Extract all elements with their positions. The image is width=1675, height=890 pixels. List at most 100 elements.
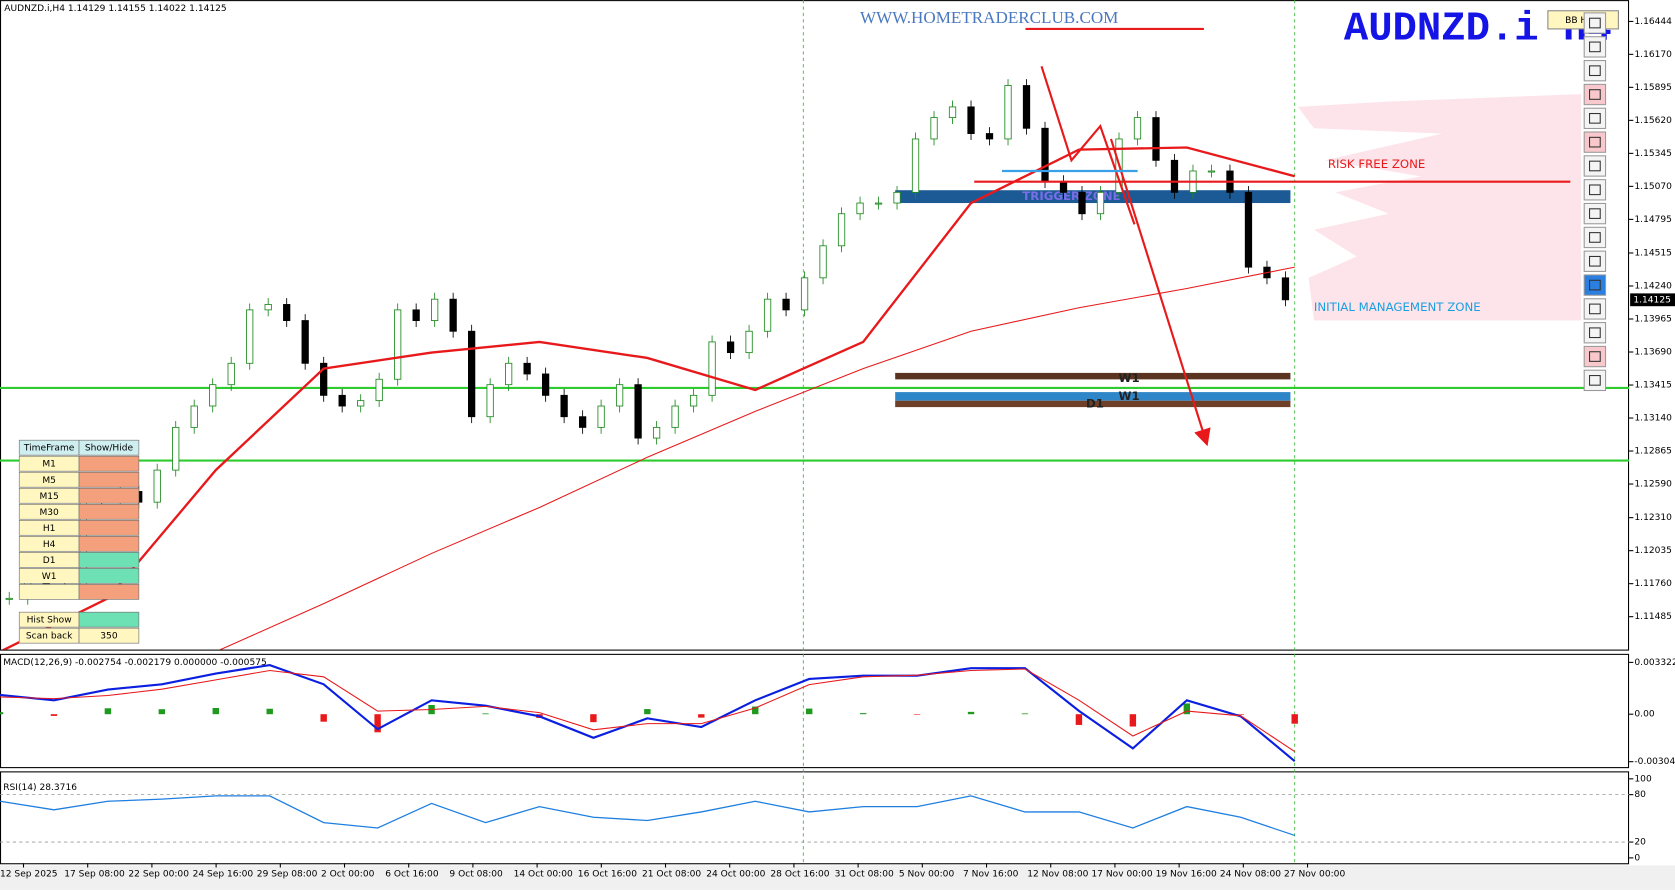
y-tick-label: 1.16444	[1634, 17, 1672, 27]
candle	[1207, 170, 1216, 173]
watermark: WWW.HOMETRADERCLUB.COM	[860, 8, 1118, 27]
tool-icon[interactable]	[1589, 327, 1601, 339]
tool-button[interactable]	[1583, 345, 1607, 368]
panel-text[interactable]: M30	[39, 508, 59, 518]
tool-icon[interactable]	[1589, 232, 1601, 243]
candle	[153, 469, 161, 503]
y-tick-label: 1.15070	[1634, 182, 1672, 192]
tool-icon[interactable]	[1589, 208, 1601, 219]
candle	[246, 309, 254, 364]
panel-text: TimeFrame	[23, 444, 75, 454]
panel-text[interactable]: M15	[39, 492, 58, 502]
tool-icon[interactable]	[1589, 89, 1601, 100]
tool-button[interactable]	[1583, 107, 1607, 130]
tool-icon[interactable]	[1589, 184, 1601, 196]
candle	[1133, 117, 1142, 140]
tool-icon[interactable]	[1589, 41, 1601, 53]
histogram-bar	[158, 709, 166, 715]
tool-button[interactable]	[1583, 202, 1607, 225]
panel-cell[interactable]	[78, 552, 140, 568]
histogram-bar	[482, 713, 489, 715]
tool-button[interactable]	[1583, 179, 1607, 201]
tool-button[interactable]	[1583, 226, 1607, 249]
candle	[1059, 181, 1068, 193]
panel-cell	[78, 439, 140, 456]
x-tick-label: 29 Sep 08:00	[257, 869, 318, 879]
candle	[634, 384, 642, 439]
y-tick-label: -0.003044	[1634, 757, 1675, 767]
tool-icon[interactable]	[1589, 160, 1601, 172]
button-label[interactable]: BB Hide	[1565, 16, 1601, 26]
candle	[578, 416, 587, 428]
panel-text[interactable]: W1	[42, 572, 57, 582]
panel-text[interactable]: Hist Show	[27, 616, 73, 626]
tool-button[interactable]	[1583, 298, 1607, 320]
histogram-bar	[859, 713, 867, 715]
tool-button[interactable]	[1583, 155, 1607, 177]
panel-text[interactable]: 350	[100, 632, 118, 642]
panel-cell[interactable]	[78, 568, 140, 584]
tool-button[interactable]	[1583, 274, 1607, 296]
panel-cell[interactable]	[78, 611, 140, 628]
histogram-bar	[320, 714, 327, 722]
x-tick-label: 16 Oct 16:00	[578, 869, 637, 879]
panel-text[interactable]: H4	[43, 540, 56, 550]
tool-icon[interactable]	[1589, 351, 1601, 362]
panel-cell[interactable]	[78, 536, 140, 552]
tool-icon[interactable]	[1589, 375, 1601, 386]
initial-management-label: INITIAL MANAGEMENT ZONE	[1314, 300, 1481, 314]
y-tick-label: 1.12865	[1634, 447, 1672, 457]
rsi-panel	[0, 771, 1630, 865]
x-tick-label: 17 Sep 08:00	[64, 869, 125, 879]
panel-cell[interactable]	[78, 503, 140, 520]
histogram-bar	[1021, 713, 1029, 715]
tool-icon[interactable]	[1589, 17, 1601, 29]
tool-icon[interactable]	[1589, 112, 1601, 124]
panel-text[interactable]: M1	[42, 460, 56, 470]
main-panel	[0, 0, 1630, 651]
panel-text[interactable]: M5	[42, 476, 56, 486]
histogram-bar	[104, 708, 112, 715]
price-tag-label: 1.14125	[1633, 295, 1671, 305]
tool-button[interactable]	[1583, 36, 1607, 58]
candle	[874, 202, 883, 205]
tool-button[interactable]	[1583, 250, 1607, 272]
tool-button[interactable]	[1583, 322, 1607, 344]
candle	[763, 298, 772, 332]
candle	[172, 426, 180, 471]
candle	[948, 106, 957, 119]
panel-cell[interactable]	[78, 487, 140, 504]
panel-text[interactable]: D1	[43, 556, 56, 566]
tool-icon[interactable]	[1589, 65, 1601, 77]
tool-button[interactable]	[1583, 131, 1607, 153]
tool-button[interactable]	[1583, 12, 1607, 34]
tool-icon[interactable]	[1589, 303, 1601, 315]
candle	[1281, 277, 1290, 301]
tool-button[interactable]	[1583, 83, 1607, 106]
panel-cell[interactable]	[78, 519, 140, 536]
zone-label: TRIGGER ZONE	[1022, 189, 1120, 203]
y-tick-label: 1.14240	[1634, 281, 1672, 291]
panel-title: RSI(14) 28.3716	[3, 783, 77, 793]
tool-icon[interactable]	[1589, 279, 1601, 291]
zone	[895, 392, 1291, 401]
candle	[1096, 191, 1105, 215]
panel-cell[interactable]	[78, 627, 140, 644]
tool-icon[interactable]	[1589, 136, 1601, 148]
panel-text[interactable]: H1	[43, 524, 56, 534]
candle	[1170, 159, 1179, 193]
panel-cell[interactable]	[78, 471, 140, 488]
zone	[895, 190, 1291, 204]
panel-cell[interactable]	[78, 584, 140, 600]
candle	[338, 394, 346, 407]
x-tick-label: 6 Oct 16:00	[385, 869, 439, 879]
panel-cell[interactable]	[78, 455, 140, 472]
histogram-bar	[590, 714, 597, 723]
bb-hide-button[interactable]: BB Hide	[1547, 10, 1619, 30]
tool-button[interactable]	[1583, 60, 1607, 82]
x-tick-label: 22 Sep 00:00	[128, 869, 189, 879]
tool-icon[interactable]	[1589, 255, 1601, 267]
tool-button[interactable]	[1583, 369, 1607, 392]
price-tag	[1630, 293, 1675, 307]
panel-cell[interactable]	[18, 584, 80, 600]
